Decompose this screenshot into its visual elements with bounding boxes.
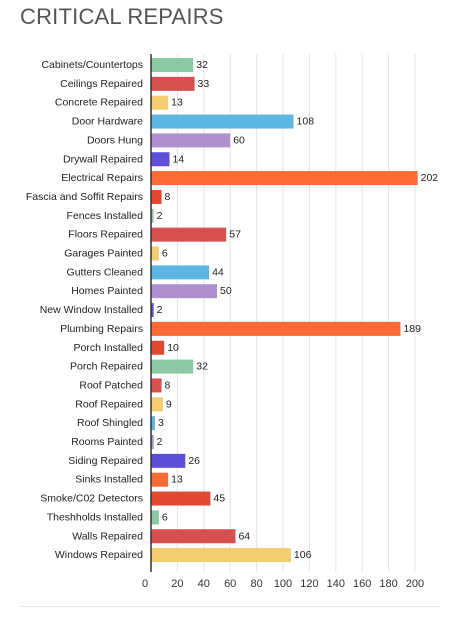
value-label: 26 [188,455,200,467]
category-label: Theshholds Installed [47,511,143,523]
bar [151,152,170,167]
value-label: 9 [166,398,172,410]
category-label: Walls Repaired [72,530,143,542]
value-label: 6 [162,511,168,523]
category-label: Siding Repaired [68,455,143,467]
category-label: Homes Painted [71,285,143,297]
value-label: 13 [171,474,183,486]
x-tick-label: 140 [327,578,345,590]
x-tick-labels: 0 20 40 60 80 100 120 140 160 180 200 [142,578,424,590]
bar [151,95,169,110]
category-label: Rooms Painted [71,436,143,448]
value-label: 2 [157,304,163,316]
bar [151,529,236,544]
category-label: Roof Repaired [75,398,143,410]
category-label: New Window Installed [40,304,143,316]
value-label: 202 [421,172,439,184]
value-label: 8 [165,191,171,203]
category-label: Concrete Repaired [55,97,143,109]
value-label: 32 [196,361,208,373]
x-tick-label: 200 [406,578,424,590]
category-label: Plumbing Repairs [60,323,143,335]
value-label: 57 [229,229,241,241]
bar [151,265,210,280]
bar [151,133,231,148]
value-label: 2 [157,436,163,448]
category-label: Windows Repaired [55,549,143,561]
bar [151,472,169,487]
value-labels: 3233131086014202825764450218910328932261… [157,59,439,561]
bar [151,359,194,374]
category-label: Doors Hung [87,134,143,146]
bar [151,189,162,204]
category-label: Porch Installed [74,342,144,354]
value-label: 50 [220,285,232,297]
bar [151,416,155,431]
value-label: 108 [297,116,315,128]
value-label: 189 [403,323,421,335]
category-label: Drywall Repaired [63,153,143,165]
category-label: Door Hardware [72,116,143,128]
category-label: Fascia and Soffit Repairs [26,191,143,203]
category-label: Garages Painted [64,248,143,260]
bar [151,397,163,412]
value-label: 60 [233,134,245,146]
bar [151,227,227,242]
value-label: 8 [165,379,171,391]
bar [151,303,154,318]
value-label: 2 [157,210,163,222]
category-label: Roof Shingled [77,417,143,429]
category-label: Porch Repaired [70,361,143,373]
bar [151,378,162,393]
value-label: 106 [294,549,312,561]
x-tick-label: 80 [250,578,262,590]
bar [151,548,291,563]
x-tick-label: 0 [142,578,148,590]
x-tick-label: 120 [300,578,318,590]
bar [151,510,159,525]
x-tick-label: 160 [353,578,371,590]
x-tick-label: 100 [274,578,292,590]
value-label: 3 [158,417,164,429]
value-label: 32 [196,59,208,71]
bar [151,76,195,91]
value-label: 13 [171,97,183,109]
value-label: 10 [167,342,179,354]
bar [151,435,154,449]
value-label: 33 [198,78,210,90]
category-label: Fences Installed [67,210,144,222]
bar [151,246,159,261]
bar [151,171,418,186]
chart-title: CRITICAL REPAIRS [20,4,224,29]
x-tick-label: 60 [224,578,236,590]
bar [151,208,154,223]
value-label: 14 [172,153,184,165]
bar [151,58,194,72]
category-label: Cabinets/Countertops [41,59,143,71]
bar [151,321,401,336]
x-tick-label: 180 [379,578,397,590]
category-label: Floors Repaired [68,229,143,241]
value-label: 64 [238,530,250,542]
category-labels: Cabinets/Countertops Ceilings Repaired Con… [26,59,143,561]
x-tick-label: 20 [171,578,183,590]
bar [151,340,165,355]
bar [151,491,211,506]
value-label: 6 [162,248,168,260]
category-label: Ceilings Repaired [60,78,143,90]
footer-divider [20,606,440,607]
bars [151,58,418,563]
category-label: Roof Patched [79,379,143,391]
bar [151,114,294,129]
value-label: 44 [212,266,224,278]
x-tick-label: 40 [198,578,210,590]
category-label: Smoke/C02 Detectors [40,493,143,505]
bar [151,453,186,468]
category-label: Sinks Installed [75,474,143,486]
value-label: 45 [213,493,225,505]
category-label: Electrical Repairs [61,172,143,184]
category-label: Gutters Cleaned [67,266,144,278]
bar [151,284,217,299]
